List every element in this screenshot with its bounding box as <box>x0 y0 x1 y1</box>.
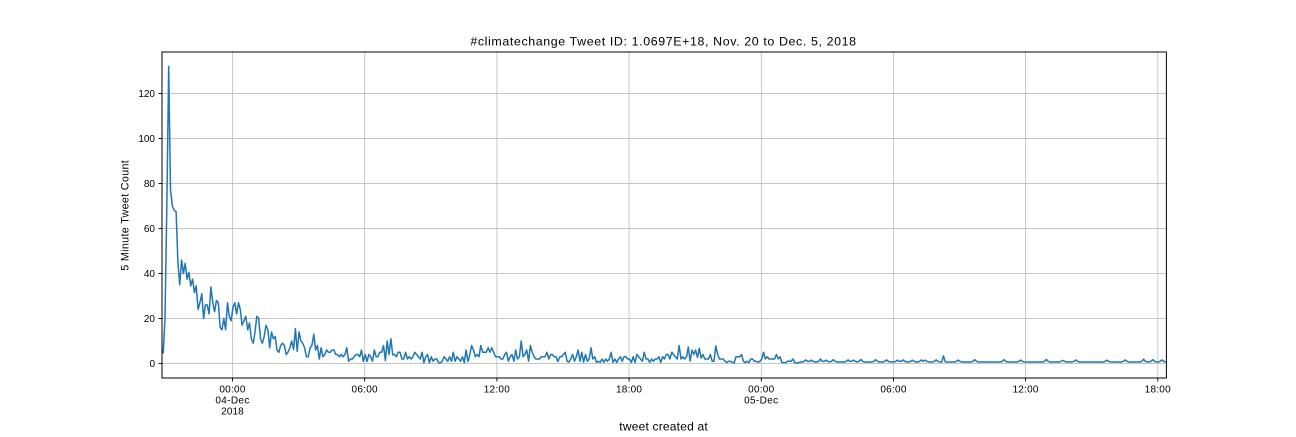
svg-text:2018: 2018 <box>221 407 244 418</box>
svg-text:5 Minute Tweet Count: 5 Minute Tweet Count <box>120 160 132 271</box>
svg-text:tweet created at: tweet created at <box>619 420 708 433</box>
svg-text:0: 0 <box>149 359 155 370</box>
svg-text:06:00: 06:00 <box>352 384 378 395</box>
svg-text:80: 80 <box>144 179 156 190</box>
svg-text:12:00: 12:00 <box>484 384 510 395</box>
svg-text:120: 120 <box>138 89 155 100</box>
svg-text:18:00: 18:00 <box>1145 384 1171 395</box>
svg-text:00:00: 00:00 <box>748 384 774 395</box>
svg-text:06:00: 06:00 <box>880 384 906 395</box>
svg-text:12:00: 12:00 <box>1012 384 1038 395</box>
svg-text:100: 100 <box>138 134 155 145</box>
svg-text:40: 40 <box>144 269 156 280</box>
svg-text:00:00: 00:00 <box>219 384 245 395</box>
svg-text:04-Dec: 04-Dec <box>215 396 249 407</box>
svg-text:#climatechange Tweet ID: 1.069: #climatechange Tweet ID: 1.0697E+18, Nov… <box>470 35 856 49</box>
svg-text:60: 60 <box>144 224 156 235</box>
svg-text:20: 20 <box>144 314 156 325</box>
svg-text:05-Dec: 05-Dec <box>744 396 778 407</box>
svg-text:18:00: 18:00 <box>616 384 642 395</box>
